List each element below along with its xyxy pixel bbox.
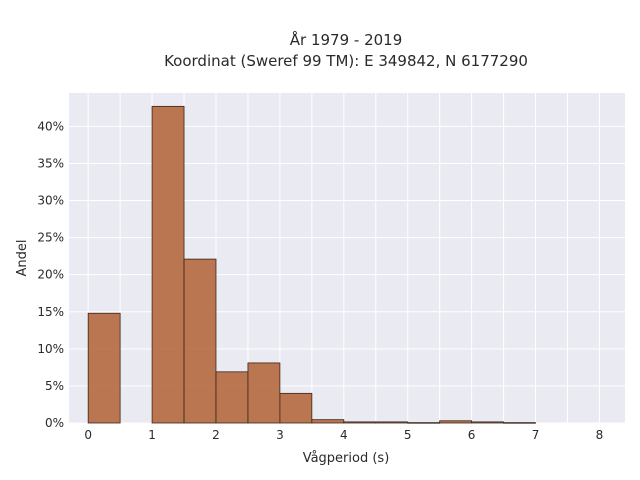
histogram-bar (343, 421, 377, 424)
x-axis-label: Vågperiod (s) (303, 451, 390, 466)
x-tick-label: 3 (276, 428, 284, 442)
y-tick-label: 5% (45, 379, 64, 393)
histogram-bar (87, 312, 121, 424)
bars (87, 105, 536, 424)
histogram-bar (439, 420, 473, 424)
y-tick-label: 35% (37, 156, 64, 170)
x-tick-label: 4 (340, 428, 348, 442)
histogram-bar (247, 362, 281, 424)
y-tick-label: 30% (37, 194, 64, 208)
y-tick-label: 0% (45, 416, 64, 430)
histogram-bar (375, 421, 409, 424)
chart-title-line1: År 1979 - 2019 (290, 30, 403, 49)
histogram-bar (311, 419, 345, 424)
histogram-bar (503, 422, 536, 424)
y-tick-labels: 0% 5% 10% 15% 20% 25% 30% 35% 40% (37, 119, 64, 430)
y-tick-label: 10% (37, 342, 64, 356)
y-tick-label: 15% (37, 305, 64, 319)
histogram-bar (183, 258, 217, 424)
x-tick-label: 2 (212, 428, 220, 442)
y-tick-label: 25% (37, 231, 64, 245)
y-tick-label: 40% (37, 119, 64, 133)
histogram-bar (215, 371, 249, 424)
x-tick-label: 1 (148, 428, 156, 442)
y-axis-label: Andel (15, 240, 30, 277)
x-tick-label: 5 (404, 428, 412, 442)
x-tick-label: 8 (596, 428, 604, 442)
chart-title-line2: Koordinat (Sweref 99 TM): E 349842, N 61… (164, 52, 528, 70)
x-tick-label: 6 (468, 428, 476, 442)
histogram-bar (279, 392, 313, 424)
histogram-bar (471, 421, 504, 424)
histogram-bar (407, 422, 441, 424)
x-tick-label: 7 (532, 428, 540, 442)
histogram-bar (151, 105, 185, 424)
x-tick-labels: 0 1 2 3 4 5 6 7 8 (84, 428, 603, 442)
y-tick-label: 20% (37, 268, 64, 282)
x-tick-label: 0 (84, 428, 92, 442)
